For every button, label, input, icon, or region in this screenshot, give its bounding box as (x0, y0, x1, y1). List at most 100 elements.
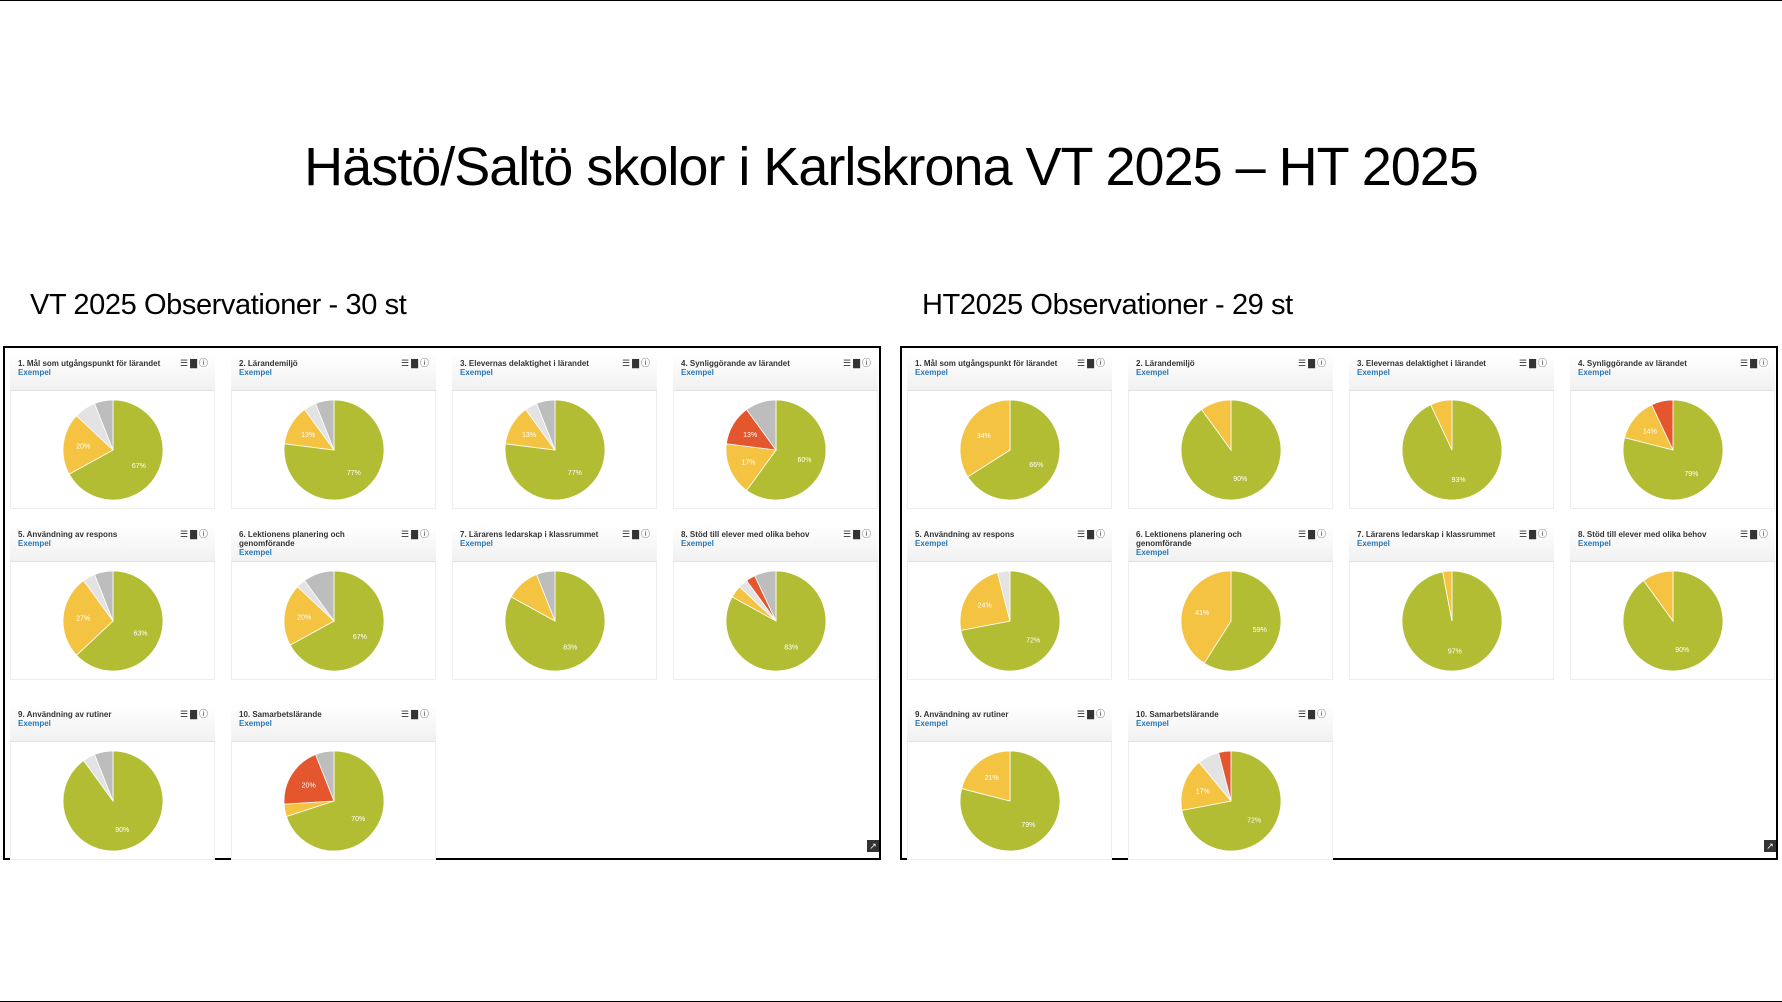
bar-chart-icon[interactable]: ▇ (411, 358, 418, 368)
bar-chart-icon[interactable]: ▇ (853, 529, 860, 539)
list-icon[interactable]: ☰ (842, 358, 852, 368)
example-link[interactable]: Exempel (915, 719, 948, 728)
pie-slice-yellow[interactable] (961, 750, 1011, 802)
pie-slice-green[interactable] (746, 399, 827, 501)
info-icon[interactable]: ⓘ (419, 709, 429, 719)
bar-chart-icon[interactable]: ▇ (1529, 358, 1536, 368)
pie-slice-green[interactable] (289, 570, 385, 672)
list-icon[interactable]: ☰ (621, 358, 631, 368)
pie-slice-grey[interactable] (94, 399, 114, 451)
bar-chart-icon[interactable]: ▇ (190, 709, 197, 719)
pie-slice-grey[interactable] (536, 399, 556, 451)
example-link[interactable]: Exempel (1136, 719, 1169, 728)
info-icon[interactable]: ⓘ (1537, 529, 1547, 539)
example-link[interactable]: Exempel (1136, 548, 1169, 557)
pie-slice-red[interactable] (1651, 399, 1674, 451)
pie-slice-grey[interactable] (746, 399, 777, 452)
bar-chart-icon[interactable]: ▇ (190, 358, 197, 368)
bar-chart-icon[interactable]: ▇ (1529, 529, 1536, 539)
info-icon[interactable]: ⓘ (198, 529, 208, 539)
info-icon[interactable]: ⓘ (640, 529, 650, 539)
list-icon[interactable]: ☰ (179, 358, 189, 368)
example-link[interactable]: Exempel (1136, 368, 1169, 377)
info-icon[interactable]: ⓘ (419, 529, 429, 539)
example-link[interactable]: Exempel (681, 539, 714, 548)
pie-slice-yellow[interactable] (283, 586, 335, 646)
pie-slice-grey[interactable] (304, 570, 335, 623)
bar-chart-icon[interactable]: ▇ (853, 358, 860, 368)
pie-slice-yellow[interactable] (62, 415, 114, 475)
info-icon[interactable]: ⓘ (1758, 358, 1768, 368)
list-icon[interactable]: ☰ (1518, 529, 1528, 539)
bar-chart-icon[interactable]: ▇ (632, 529, 639, 539)
pie-slice-green[interactable] (1622, 399, 1724, 501)
example-link[interactable]: Exempel (1578, 368, 1611, 377)
pie-slice-red[interactable] (1218, 750, 1232, 802)
info-icon[interactable]: ⓘ (1316, 709, 1326, 719)
list-icon[interactable]: ☰ (1739, 358, 1749, 368)
expand-icon[interactable]: ↗ (1764, 840, 1776, 852)
pie-slice-red[interactable] (283, 753, 335, 805)
info-icon[interactable]: ⓘ (198, 358, 208, 368)
info-icon[interactable]: ⓘ (861, 529, 871, 539)
bar-chart-icon[interactable]: ▇ (190, 529, 197, 539)
info-icon[interactable]: ⓘ (1316, 529, 1326, 539)
info-icon[interactable]: ⓘ (1095, 358, 1105, 368)
pie-slice-grey[interactable] (315, 750, 335, 802)
list-icon[interactable]: ☰ (179, 529, 189, 539)
pie-slice-grey[interactable] (754, 570, 777, 622)
pie-slice-yellow[interactable] (62, 579, 114, 656)
example-link[interactable]: Exempel (1578, 539, 1611, 548)
pie-slice-grey[interactable] (536, 570, 556, 622)
bar-chart-icon[interactable]: ▇ (1750, 358, 1757, 368)
list-icon[interactable]: ☰ (1297, 529, 1307, 539)
example-link[interactable]: Exempel (1357, 368, 1390, 377)
pie-slice-grey[interactable] (315, 399, 335, 451)
list-icon[interactable]: ☰ (1518, 358, 1528, 368)
list-icon[interactable]: ☰ (1739, 529, 1749, 539)
pie-slice-green[interactable] (283, 399, 385, 501)
info-icon[interactable]: ⓘ (419, 358, 429, 368)
bar-chart-icon[interactable]: ▇ (1087, 358, 1094, 368)
example-link[interactable]: Exempel (915, 368, 948, 377)
list-icon[interactable]: ☰ (1076, 529, 1086, 539)
pie-slice-grey-light[interactable] (997, 570, 1011, 622)
example-link[interactable]: Exempel (460, 368, 493, 377)
info-icon[interactable]: ⓘ (640, 358, 650, 368)
info-icon[interactable]: ⓘ (1095, 529, 1105, 539)
list-icon[interactable]: ☰ (621, 529, 631, 539)
example-link[interactable]: Exempel (18, 539, 51, 548)
list-icon[interactable]: ☰ (400, 529, 410, 539)
bar-chart-icon[interactable]: ▇ (1308, 709, 1315, 719)
pie-slice-green[interactable] (68, 399, 164, 501)
pie-slice-yellow[interactable] (1180, 570, 1232, 664)
pie-slice-yellow[interactable] (959, 572, 1011, 631)
pie-slice-green[interactable] (504, 399, 606, 501)
list-icon[interactable]: ☰ (1076, 709, 1086, 719)
example-link[interactable]: Exempel (18, 368, 51, 377)
expand-icon[interactable]: ↗ (867, 840, 879, 852)
pie-slice-yellow[interactable] (1442, 570, 1453, 622)
example-link[interactable]: Exempel (681, 368, 714, 377)
example-link[interactable]: Exempel (239, 548, 272, 557)
example-link[interactable]: Exempel (460, 539, 493, 548)
info-icon[interactable]: ⓘ (861, 358, 871, 368)
example-link[interactable]: Exempel (915, 539, 948, 548)
info-icon[interactable]: ⓘ (1537, 358, 1547, 368)
pie-slice-yellow[interactable] (1201, 399, 1232, 452)
example-link[interactable]: Exempel (18, 719, 51, 728)
pie-slice-yellow[interactable] (725, 443, 777, 492)
list-icon[interactable]: ☰ (179, 709, 189, 719)
example-link[interactable]: Exempel (239, 368, 272, 377)
pie-slice-yellow[interactable] (959, 399, 1011, 478)
list-icon[interactable]: ☰ (400, 358, 410, 368)
pie-slice-green[interactable] (285, 750, 385, 852)
info-icon[interactable]: ⓘ (1095, 709, 1105, 719)
bar-chart-icon[interactable]: ▇ (1308, 358, 1315, 368)
pie-slice-green[interactable] (967, 399, 1061, 501)
info-icon[interactable]: ⓘ (1758, 529, 1768, 539)
list-icon[interactable]: ☰ (400, 709, 410, 719)
bar-chart-icon[interactable]: ▇ (411, 709, 418, 719)
pie-slice-green[interactable] (1203, 570, 1282, 672)
pie-slice-grey[interactable] (94, 750, 114, 802)
